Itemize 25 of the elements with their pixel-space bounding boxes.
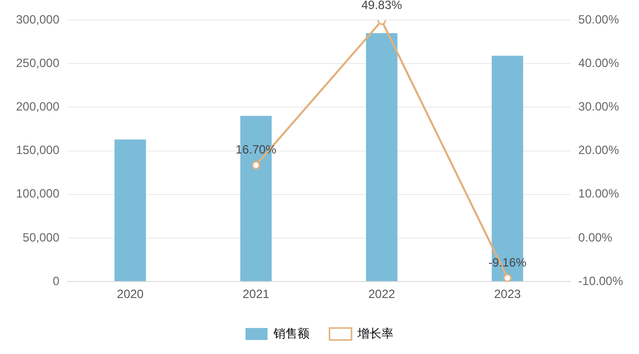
x-tick-label: 2021 (242, 287, 270, 302)
y-tick-label: 50,000 (22, 230, 60, 244)
y-tick-label: 150,000 (16, 143, 60, 158)
y2-tick-label: 10.00% (578, 186, 620, 201)
y-tick-label: 200,000 (16, 100, 60, 114)
y2-tick-label: 0.00% (578, 230, 613, 244)
data-label: 49.83% (361, 0, 402, 12)
y2-tick-label: 30.00% (578, 100, 620, 114)
legend-label: 增长率 (356, 326, 394, 340)
point (252, 160, 260, 170)
bar (114, 139, 146, 282)
y-tick-label: 100,000 (16, 186, 60, 201)
y2-tick-label: 40.00% (578, 56, 620, 70)
y-tick-label: 250,000 (16, 56, 60, 70)
y2-tick-label: -10.00% (578, 274, 624, 288)
x-tick-label: 2023 (494, 287, 522, 302)
bar (366, 33, 398, 282)
y2-tick-label: 20.00% (578, 143, 620, 158)
legend-label: 销售额 (272, 326, 310, 340)
y2-tick-label: 50.00% (578, 12, 620, 26)
y-tick-label: 0 (52, 274, 60, 288)
point (503, 274, 512, 282)
x-tick-label: 2022 (368, 287, 396, 302)
x-tick-label: 2020 (116, 287, 144, 302)
y-tick-label: 300,000 (16, 12, 60, 26)
